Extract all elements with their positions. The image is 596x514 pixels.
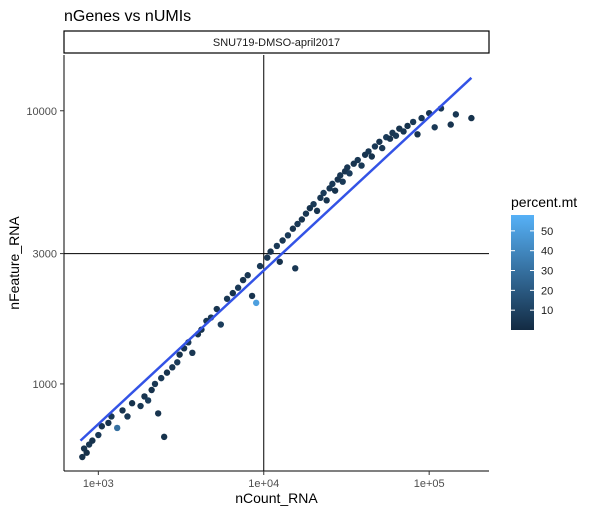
scatter-point	[468, 114, 475, 122]
scatter-point	[124, 413, 131, 420]
scatter-point	[452, 111, 460, 118]
legend-ticks: 10 20 30 40 50	[511, 226, 553, 317]
scatter-point	[371, 143, 379, 150]
scatter-point	[431, 124, 438, 131]
scatter-point	[418, 114, 425, 122]
scatter-point	[98, 423, 106, 430]
scatter-point	[223, 295, 231, 302]
y-axis-ticks: 1000 3000 10000	[26, 106, 64, 391]
fit-line	[79, 76, 473, 442]
legend-tick-label: 50	[541, 226, 553, 238]
scatter-point	[313, 207, 321, 215]
x-tick-label: 1e+05	[414, 478, 445, 490]
scatter-point	[294, 220, 301, 228]
x-tick-label: 1e+04	[248, 478, 279, 490]
scatter-point	[400, 128, 407, 135]
y-axis-title: nFeature_RNA	[6, 216, 22, 310]
scatter-point	[409, 118, 417, 126]
scatter-point	[329, 180, 336, 188]
chart-title: nGenes vs nUMIs	[64, 8, 191, 25]
scatter-point	[414, 131, 421, 138]
legend-tick-label: 40	[541, 246, 553, 258]
y-tick-label: 3000	[33, 249, 57, 261]
scatter-point	[267, 248, 274, 255]
scatter-point	[320, 189, 327, 197]
scatter-point	[160, 433, 168, 441]
scatter-point	[378, 144, 386, 152]
scatter-point	[119, 407, 126, 414]
scatter-point	[447, 121, 454, 128]
y-tick-label: 10000	[26, 106, 57, 118]
plot-panel	[63, 55, 489, 472]
scatter-point	[256, 262, 264, 270]
scatter-point	[404, 122, 411, 130]
scatter-point	[302, 210, 310, 217]
scatter-point	[176, 351, 183, 358]
scatter-point	[248, 292, 256, 300]
scatter-point	[273, 242, 281, 250]
x-axis-title: nCount_RNA	[235, 490, 318, 506]
scatter-point	[386, 135, 394, 142]
scatter-point	[189, 349, 196, 357]
scatter-point	[376, 138, 383, 145]
scatter-point	[217, 321, 225, 328]
legend: percent.mt 10 20 30 40 50	[511, 194, 577, 330]
scatter-point	[137, 402, 144, 410]
scatter-point	[144, 397, 152, 404]
scatter-point	[323, 197, 330, 204]
scatter-point	[239, 276, 247, 284]
scatter-point	[163, 369, 171, 376]
x-tick-label: 1e+03	[83, 478, 114, 490]
scatter-point	[128, 400, 136, 407]
scatter-point	[148, 386, 155, 394]
legend-title: percent.mt	[511, 194, 577, 210]
y-tick-label: 1000	[33, 379, 57, 391]
scatter-point	[113, 424, 121, 432]
scatter-point	[365, 148, 372, 155]
scatter-point	[158, 374, 165, 382]
scatter-point	[276, 258, 283, 265]
scatter-point	[284, 232, 292, 239]
scatter-point	[346, 170, 353, 177]
scatter-point	[337, 172, 344, 179]
scatter-point	[310, 200, 317, 208]
x-axis-ticks: 1e+03 1e+04 1e+05	[83, 471, 445, 490]
scatter-point	[83, 449, 90, 456]
scatter-point	[358, 162, 365, 169]
scatter-point	[234, 284, 242, 291]
scatter-point	[105, 419, 112, 427]
scatter-point	[229, 289, 237, 297]
scatter-point	[331, 187, 339, 194]
scatter-point	[317, 194, 324, 202]
scatter-point	[174, 359, 181, 366]
legend-tick-label: 20	[541, 285, 553, 297]
scatter-point	[289, 225, 297, 232]
scatter-point	[339, 178, 346, 185]
scatter-point	[79, 453, 86, 461]
scatter-point	[151, 380, 159, 388]
legend-colorbar	[511, 215, 534, 330]
scatter-point	[344, 164, 351, 171]
scatter-point	[89, 437, 96, 444]
scatter-point	[264, 254, 271, 261]
points-layer	[79, 105, 475, 461]
scatter-point	[279, 237, 286, 244]
legend-tick-label: 10	[541, 305, 553, 317]
scatter-point	[354, 156, 361, 164]
scatter-point	[292, 265, 299, 272]
scatter-point	[252, 299, 260, 307]
legend-tick-label: 30	[541, 266, 553, 278]
scatter-point	[368, 153, 376, 160]
scatter-point	[244, 272, 251, 279]
facet-strip	[63, 30, 490, 54]
scatter-point	[169, 364, 176, 371]
scatter-point	[213, 305, 220, 313]
scatter-point	[154, 410, 162, 417]
scatter-point	[95, 431, 102, 439]
scatter-point	[298, 216, 306, 223]
scatter-point	[392, 132, 400, 139]
facet-strip-label: SNU719-DMSO-april2017	[213, 37, 340, 49]
